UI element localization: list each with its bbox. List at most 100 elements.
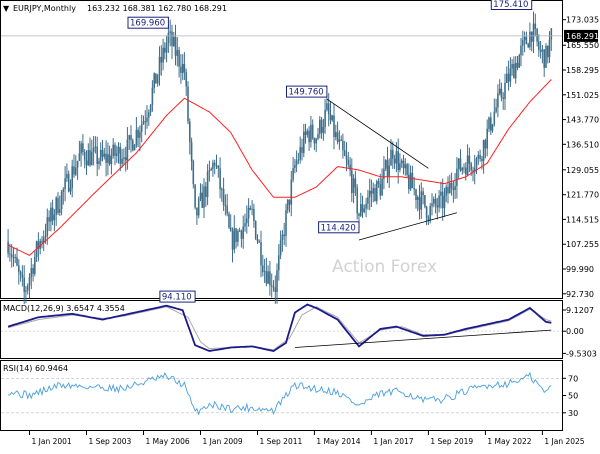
price-layer: 169.960 94.110 149.760 114.420 175.410: [1, 0, 562, 305]
price-candle-body: [247, 207, 250, 219]
price-candle-body: [87, 150, 90, 166]
price-candle-body: [502, 97, 504, 99]
price-candle-body: [126, 139, 129, 161]
price-candle-body: [153, 73, 155, 88]
price-candle-body: [167, 32, 170, 43]
price-candle-body: [416, 197, 419, 200]
price-candle-body: [384, 160, 387, 169]
price-candle-body: [338, 139, 341, 142]
price-candle-body: [352, 178, 355, 193]
price-candle-body: [345, 155, 348, 160]
price-candle-body: [251, 208, 253, 210]
price-candle-body: [189, 121, 191, 143]
price-candle-body: [507, 73, 510, 82]
price-candle-body: [206, 171, 209, 198]
price-candle-body: [229, 227, 232, 231]
price-candle-body: [516, 62, 519, 68]
price-candle-body: [132, 140, 134, 151]
price-candle-body: [42, 237, 45, 243]
price-candle-body: [377, 181, 380, 185]
header-ohlc: 163.232 168.381 162.780 168.291: [87, 4, 227, 13]
price-candle-body: [73, 166, 75, 175]
price-candle-body: [233, 228, 236, 250]
price-candle-body: [83, 151, 86, 161]
annotation-label: 114.420: [321, 223, 356, 233]
price-candle-body: [331, 115, 334, 121]
price-candle-body: [360, 204, 362, 216]
price-candle-body: [98, 161, 100, 164]
price-candle-body: [522, 39, 524, 46]
price-candle-body: [176, 50, 179, 56]
price-candle-body: [463, 167, 465, 169]
price-candle-body: [367, 197, 369, 204]
price-candle-body: [443, 195, 446, 209]
price-candle-body: [57, 197, 59, 213]
price-candle-body: [445, 186, 447, 196]
price-candle-body: [294, 165, 296, 169]
price-candle-body: [196, 207, 198, 216]
price-candle-body: [370, 190, 373, 194]
price-candle-body: [327, 103, 330, 115]
price-candle-body: [181, 64, 184, 73]
price-candle-body: [28, 277, 31, 286]
price-candle-body: [262, 265, 264, 273]
price-candle-body: [267, 271, 269, 284]
rsi-panel-frame: [0, 360, 563, 431]
price-candle-body: [304, 131, 307, 135]
price-tick-label: 99.990: [566, 265, 594, 274]
price-candle-body: [392, 149, 394, 159]
price-candle-body: [256, 239, 259, 242]
price-candle-body: [513, 64, 515, 79]
price-candle-body: [343, 150, 346, 156]
price-candle-body: [116, 153, 118, 156]
price-candle-body: [59, 209, 61, 213]
price-candle-body: [44, 236, 47, 238]
price-candle-body: [160, 56, 163, 63]
price-candle-body: [395, 151, 398, 164]
price-candle-body: [319, 119, 321, 135]
price-candle-body: [411, 172, 414, 189]
macd-tick-label: 0.00: [566, 327, 584, 336]
price-candle-body: [290, 179, 293, 205]
price-tick-label: 151.025: [566, 91, 599, 100]
price-candle-body: [441, 191, 444, 209]
price-candle-body: [336, 132, 339, 142]
price-candle-body: [201, 192, 203, 208]
price-candle-body: [297, 159, 300, 161]
price-candle-body: [400, 160, 403, 164]
price-candle-body: [16, 257, 18, 266]
price-candle-body: [333, 115, 335, 137]
price-candle-body: [237, 231, 239, 242]
price-candle-body: [82, 143, 84, 152]
date-tick-label: 1 Jan 2009: [203, 437, 243, 446]
price-candle-body: [484, 140, 487, 149]
price-candle-body: [372, 188, 374, 194]
price-candle-body: [520, 45, 522, 55]
price-candle-body: [137, 129, 139, 138]
price-candle-body: [420, 191, 423, 210]
price-candle-body: [424, 195, 426, 207]
price-candle-body: [171, 31, 173, 46]
price-candle-body: [221, 188, 223, 190]
annotation-label: 169.960: [130, 19, 165, 29]
price-candle-body: [140, 124, 143, 132]
price-candle-body: [340, 139, 342, 141]
price-candle-body: [388, 165, 390, 177]
price-candle-body: [547, 45, 549, 58]
price-candle-body: [376, 181, 378, 202]
date-tick-label: 1 Jan 2001: [32, 437, 72, 446]
price-candle-body: [228, 213, 230, 228]
price-candle-body: [295, 160, 298, 166]
price-candle-body: [94, 146, 97, 148]
price-candle-body: [286, 199, 289, 211]
price-candle-body: [185, 72, 187, 87]
price-candle-body: [7, 241, 9, 254]
price-candle-body: [283, 234, 285, 237]
date-tick-label: 1 Sep 2011: [260, 437, 303, 446]
price-candle-body: [543, 49, 545, 68]
price-candle-body: [536, 28, 538, 42]
price-candle-body: [539, 49, 542, 52]
price-candle-body: [9, 253, 11, 255]
price-candle-body: [473, 168, 476, 173]
price-candle-body: [26, 285, 29, 291]
